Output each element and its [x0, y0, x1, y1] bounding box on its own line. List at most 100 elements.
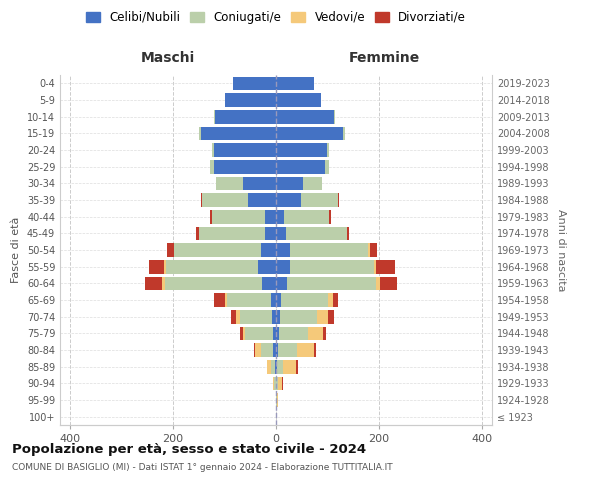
Bar [329, 210, 331, 224]
Bar [276, 193, 301, 207]
Bar [347, 226, 349, 240]
Bar [280, 310, 317, 324]
Bar [242, 326, 245, 340]
Bar [276, 260, 290, 274]
Bar [328, 293, 333, 307]
Bar [276, 276, 287, 290]
Bar [216, 176, 242, 190]
Bar [231, 310, 236, 324]
Text: Popolazione per età, sesso e stato civile - 2024: Popolazione per età, sesso e stato civil… [12, 442, 366, 456]
Bar [214, 110, 215, 124]
Bar [283, 360, 296, 374]
Bar [242, 176, 276, 190]
Bar [286, 226, 347, 240]
Bar [248, 193, 276, 207]
Bar [258, 260, 276, 274]
Bar [224, 93, 276, 107]
Bar [265, 226, 276, 240]
Bar [236, 310, 240, 324]
Bar [240, 326, 242, 340]
Bar [271, 360, 275, 374]
Bar [276, 110, 334, 124]
Bar [276, 293, 281, 307]
Bar [296, 360, 298, 374]
Bar [276, 343, 278, 357]
Bar [290, 260, 374, 274]
Bar [276, 376, 278, 390]
Bar [240, 310, 272, 324]
Bar [376, 260, 395, 274]
Bar [376, 276, 380, 290]
Y-axis label: Anni di nascita: Anni di nascita [556, 208, 566, 291]
Bar [166, 260, 258, 274]
Bar [214, 143, 276, 157]
Bar [297, 343, 314, 357]
Bar [308, 326, 323, 340]
Bar [210, 160, 214, 173]
Bar [278, 343, 297, 357]
Bar [224, 293, 227, 307]
Bar [325, 160, 329, 173]
Bar [276, 93, 321, 107]
Bar [317, 310, 328, 324]
Bar [314, 343, 316, 357]
Bar [276, 310, 280, 324]
Bar [380, 276, 397, 290]
Bar [277, 393, 278, 407]
Text: Femmine: Femmine [349, 50, 419, 64]
Bar [215, 110, 276, 124]
Bar [196, 226, 199, 240]
Bar [274, 326, 276, 340]
Bar [174, 243, 260, 257]
Bar [301, 193, 338, 207]
Bar [276, 76, 314, 90]
Text: Maschi: Maschi [141, 50, 195, 64]
Bar [265, 210, 276, 224]
Bar [254, 343, 256, 357]
Bar [323, 326, 326, 340]
Bar [163, 276, 165, 290]
Bar [278, 376, 282, 390]
Bar [274, 343, 276, 357]
Bar [368, 243, 370, 257]
Bar [290, 243, 368, 257]
Bar [333, 293, 338, 307]
Bar [278, 326, 308, 340]
Bar [209, 210, 212, 224]
Bar [165, 276, 262, 290]
Bar [276, 210, 284, 224]
Bar [167, 243, 174, 257]
Bar [284, 210, 329, 224]
Bar [276, 176, 303, 190]
Bar [274, 376, 276, 390]
Bar [277, 360, 283, 374]
Bar [276, 326, 278, 340]
Bar [262, 276, 276, 290]
Bar [287, 276, 376, 290]
Bar [199, 126, 202, 140]
Bar [282, 376, 283, 390]
Bar [338, 193, 339, 207]
Bar [214, 293, 224, 307]
Bar [164, 260, 166, 274]
Bar [267, 360, 271, 374]
Bar [276, 126, 343, 140]
Bar [214, 160, 276, 173]
Bar [271, 293, 276, 307]
Y-axis label: Fasce di età: Fasce di età [11, 217, 21, 283]
Bar [276, 360, 277, 374]
Bar [276, 393, 277, 407]
Bar [276, 243, 290, 257]
Bar [303, 176, 322, 190]
Bar [272, 310, 276, 324]
Bar [260, 243, 276, 257]
Text: COMUNE DI BASIGLIO (MI) - Dati ISTAT 1° gennaio 2024 - Elaborazione TUTTITALIA.I: COMUNE DI BASIGLIO (MI) - Dati ISTAT 1° … [12, 462, 392, 471]
Bar [281, 293, 328, 307]
Bar [245, 326, 274, 340]
Bar [233, 76, 276, 90]
Bar [212, 210, 265, 224]
Bar [328, 143, 329, 157]
Bar [202, 193, 248, 207]
Bar [276, 160, 325, 173]
Bar [374, 260, 376, 274]
